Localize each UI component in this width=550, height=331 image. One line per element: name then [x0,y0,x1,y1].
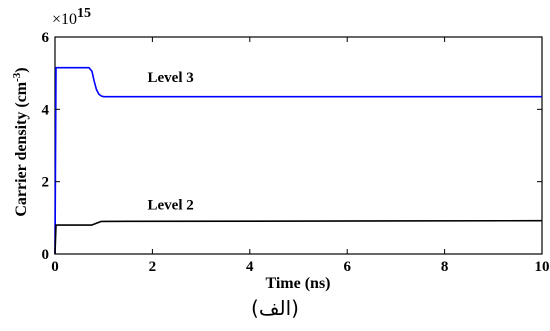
x-tick-label: 4 [246,259,254,275]
y-tick-label: 4 [42,102,50,118]
x-tick-label: 8 [441,259,449,275]
x-tick-label: 2 [149,259,157,275]
x-axis-title: Time (ns) [265,275,330,292]
y-axis-title-sup: -3 [11,72,23,82]
x-tick-label: 10 [535,259,550,275]
series-label: Level 2 [148,198,194,214]
series-line-level-2 [54,219,543,255]
y-tick-label: 6 [42,30,50,46]
y-tick-label: 2 [42,175,50,191]
series-label: Level 3 [148,70,194,86]
ticks-layer: 0 2 4 6 8 10 0 2 4 6 [42,30,550,275]
series-line-level-3 [54,66,542,255]
y-multiplier-base: ×10 [52,11,77,28]
y-axis-title: Carrier density (cm-3) [11,67,30,216]
x-tick-label: 6 [343,259,351,275]
y-multiplier: ×1015 [52,6,91,28]
annotations-layer: Level 3 Level 2 [148,70,194,213]
y-axis-title-main: Carrier density (cm [13,81,30,216]
x-tick-label: 0 [51,259,59,275]
series-layer [54,66,543,255]
figure-caption: (الف) [251,296,299,320]
y-multiplier-exp: 15 [77,6,91,21]
y-tick-label: 0 [42,247,50,263]
y-axis-title-close: ) [13,67,30,72]
